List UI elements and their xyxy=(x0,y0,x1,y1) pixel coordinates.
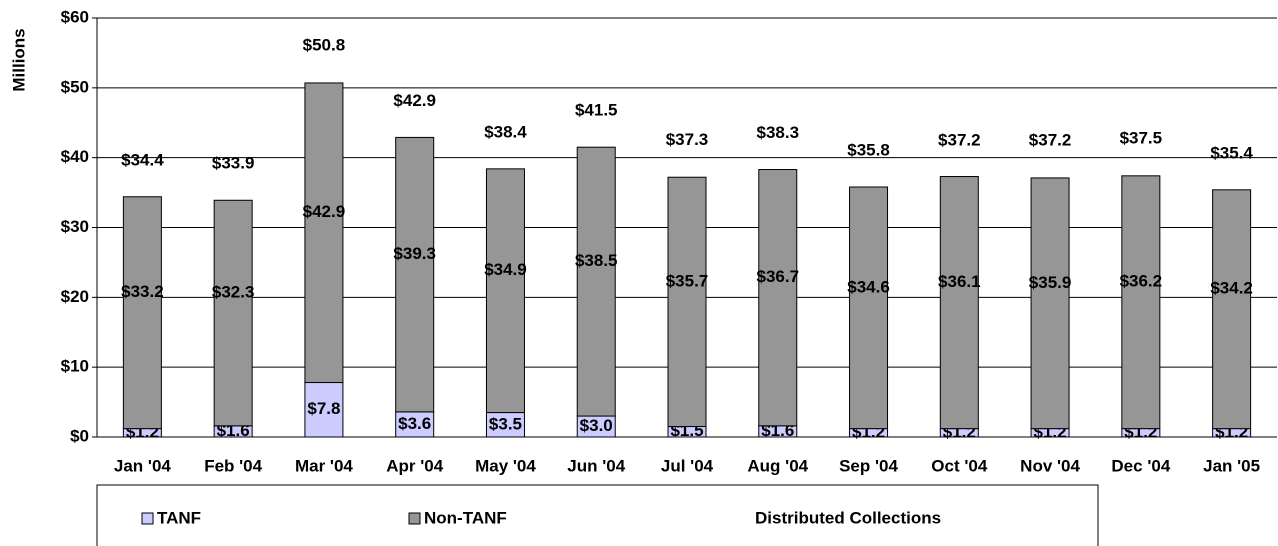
value-label: $36.1 xyxy=(938,272,981,291)
total-label: $37.3 xyxy=(666,130,709,149)
y-tick-label: $20 xyxy=(61,287,89,306)
total-label: $35.4 xyxy=(1210,143,1253,162)
bar-segment xyxy=(576,146,616,417)
bar-segment xyxy=(304,382,344,438)
value-label: $36.2 xyxy=(1120,272,1163,291)
x-tick-label: Jan '04 xyxy=(114,456,172,475)
legend-box xyxy=(96,484,1099,546)
x-tick-label: Jul '04 xyxy=(661,456,714,475)
x-tick-label: Jun '04 xyxy=(567,456,625,475)
y-axis-label: Millions xyxy=(9,28,28,91)
legend-label: Distributed Collections xyxy=(755,508,941,527)
x-tick-label: Dec '04 xyxy=(1111,456,1170,475)
y-tick-label: $0 xyxy=(70,426,89,445)
x-tick-label: May '04 xyxy=(475,456,536,475)
total-label: $37.2 xyxy=(938,131,981,150)
value-label: $3.6 xyxy=(398,414,431,433)
total-label: $42.9 xyxy=(393,91,436,110)
bar-segment xyxy=(395,136,435,413)
x-tick-label: Jan '05 xyxy=(1203,456,1260,475)
bar-segment xyxy=(1121,175,1161,430)
bar-segment xyxy=(304,82,344,384)
value-label: $39.3 xyxy=(393,244,436,263)
y-tick-label: $10 xyxy=(61,357,89,376)
value-label: $34.6 xyxy=(847,277,890,296)
total-label: $41.5 xyxy=(575,101,618,120)
value-label: $34.9 xyxy=(484,260,527,279)
total-label: $38.3 xyxy=(756,123,799,142)
total-label: $37.2 xyxy=(1029,131,1072,150)
y-tick-label: $50 xyxy=(61,77,89,96)
bar-segment xyxy=(1030,177,1070,430)
value-label: $7.8 xyxy=(307,399,340,418)
x-tick-label: Apr '04 xyxy=(386,456,443,475)
bar-segment xyxy=(667,176,707,428)
value-label: $3.0 xyxy=(580,416,613,435)
x-tick-label: Sep '04 xyxy=(839,456,898,475)
total-label: $33.9 xyxy=(212,154,255,173)
legend-label: Non-TANF xyxy=(424,508,507,527)
value-label: $38.5 xyxy=(575,251,618,270)
value-label: $35.9 xyxy=(1029,273,1072,292)
y-tick-label: $60 xyxy=(61,7,89,26)
x-tick-label: Mar '04 xyxy=(295,456,353,475)
total-label: $38.4 xyxy=(484,122,527,141)
bar-segment xyxy=(939,176,979,430)
bar-segment xyxy=(1212,189,1252,430)
y-tick-label: $30 xyxy=(61,217,89,236)
legend-swatch xyxy=(141,512,154,525)
value-label: $42.9 xyxy=(303,202,346,221)
x-tick-label: Aug '04 xyxy=(747,456,808,475)
bar-segment xyxy=(122,196,162,430)
x-tick-label: Oct '04 xyxy=(931,456,988,475)
legend-swatch xyxy=(408,512,421,525)
total-label: $35.8 xyxy=(847,140,890,159)
bar-segment xyxy=(485,168,525,414)
bar-segment xyxy=(849,186,889,430)
bar-segment xyxy=(213,199,253,427)
y-tick-label: $40 xyxy=(61,147,89,166)
total-label: $37.5 xyxy=(1120,129,1163,148)
bar-segment xyxy=(395,411,435,438)
total-label: $50.8 xyxy=(303,36,346,55)
x-tick-label: Feb '04 xyxy=(204,456,262,475)
value-label: $36.7 xyxy=(756,267,799,286)
total-label: $34.4 xyxy=(121,150,164,169)
value-label: $34.2 xyxy=(1210,279,1253,298)
bar-segment xyxy=(758,169,798,427)
value-label: $3.5 xyxy=(489,414,522,433)
value-label: $35.7 xyxy=(666,271,709,290)
legend-label: TANF xyxy=(157,508,201,527)
value-label: $32.3 xyxy=(212,283,255,302)
value-label: $33.2 xyxy=(121,282,164,301)
bar-segment xyxy=(485,412,525,438)
x-tick-label: Nov '04 xyxy=(1020,456,1080,475)
